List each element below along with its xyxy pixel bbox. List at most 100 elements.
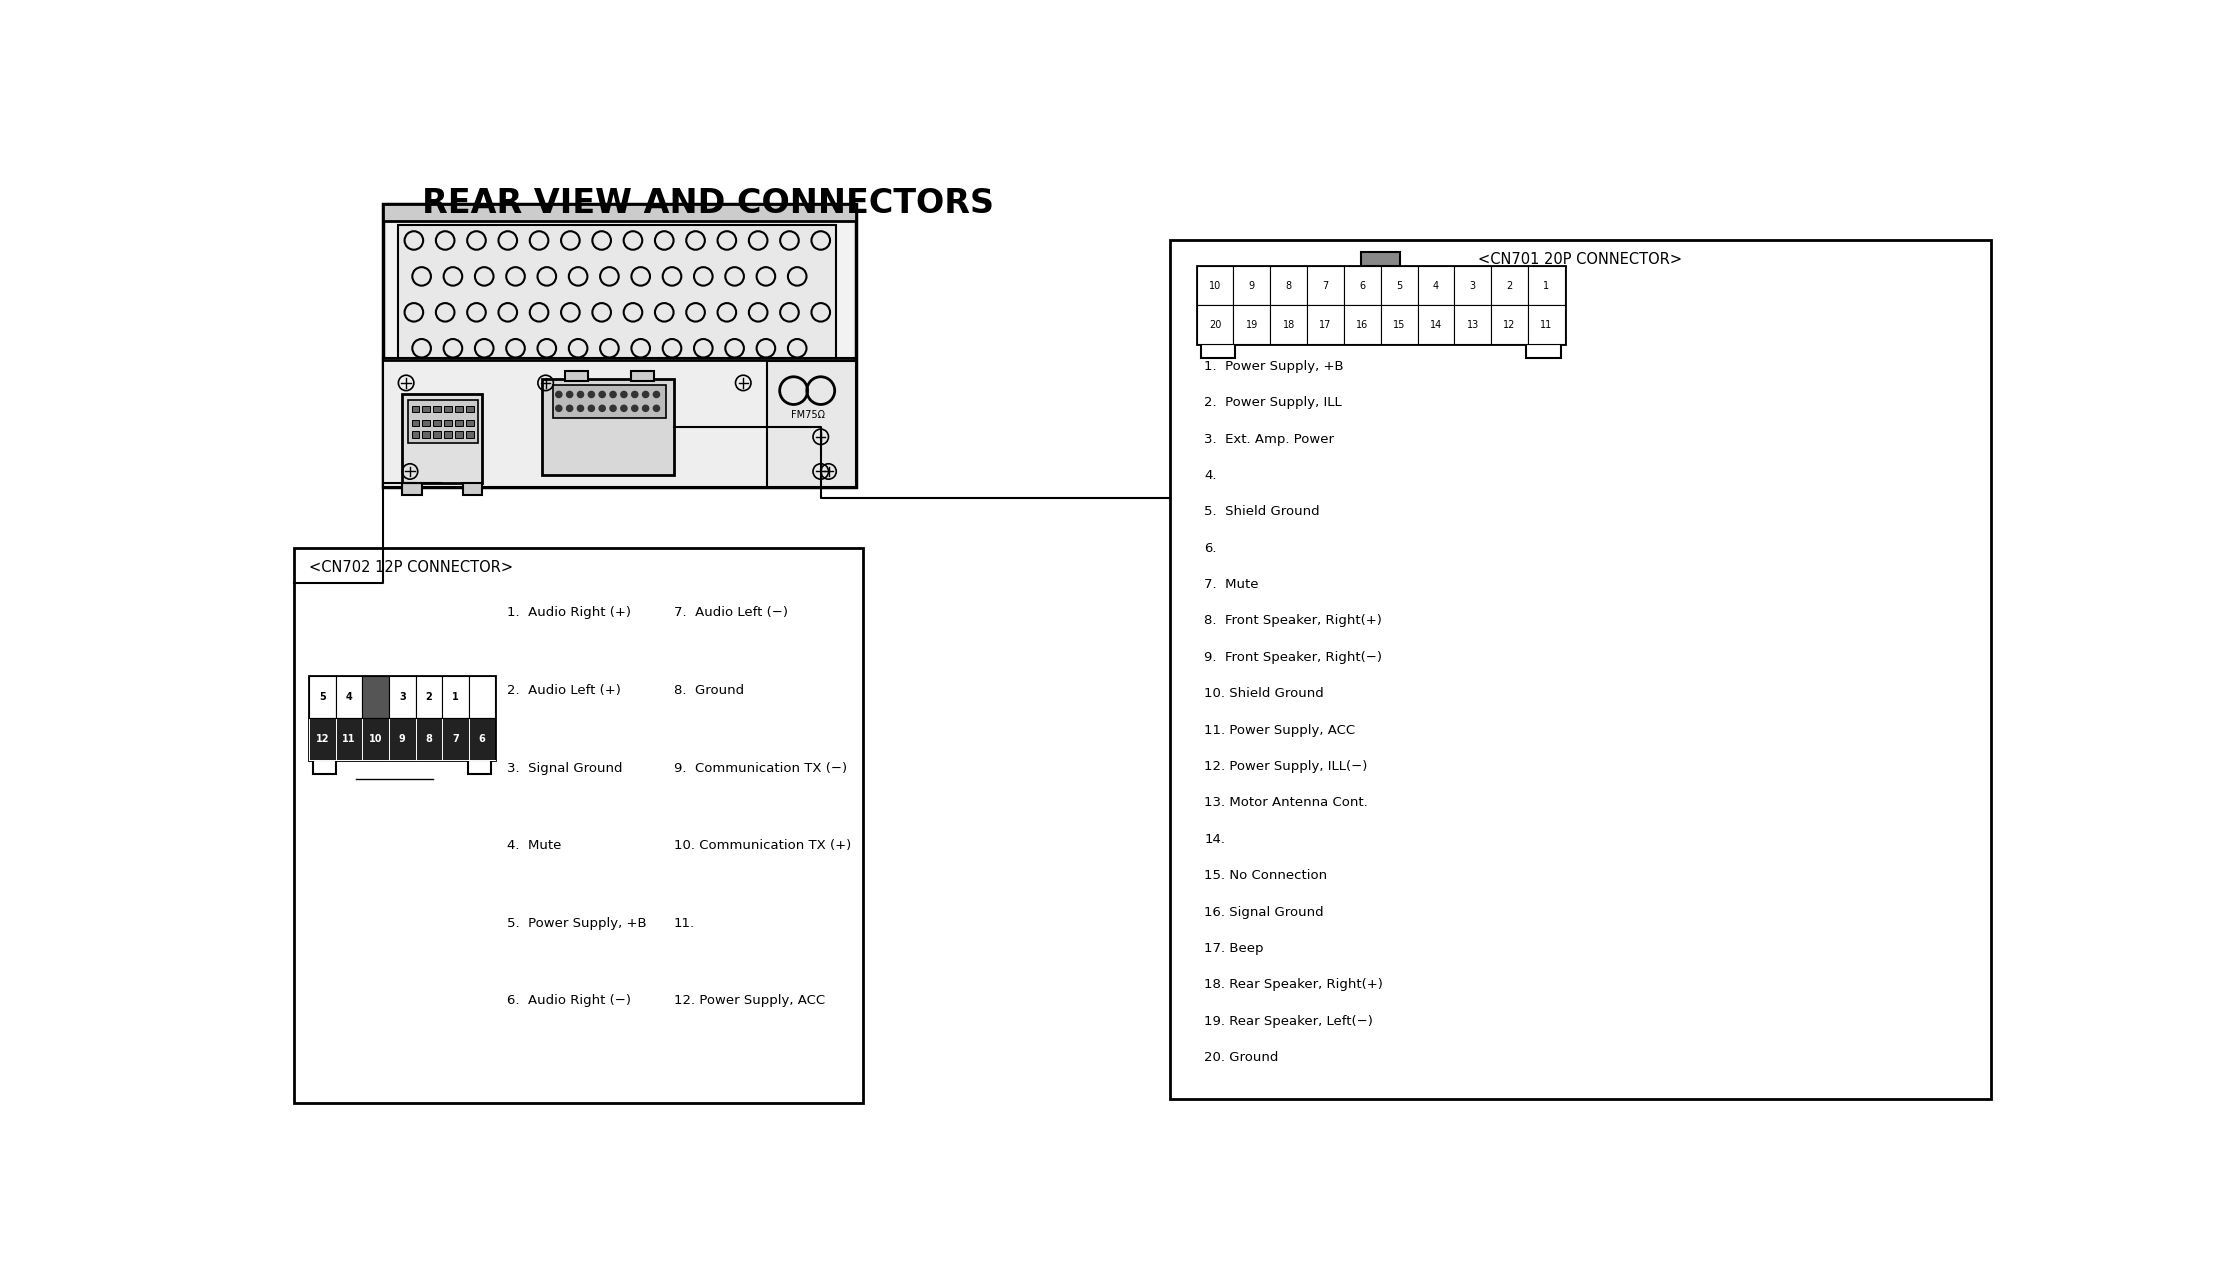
Bar xyxy=(403,484,421,495)
Text: 12. Power Supply, ACC: 12. Power Supply, ACC xyxy=(674,994,824,1008)
Circle shape xyxy=(556,405,561,411)
Text: 12: 12 xyxy=(1503,320,1516,329)
Text: 11: 11 xyxy=(1540,320,1552,329)
Text: 3: 3 xyxy=(1469,281,1476,290)
Circle shape xyxy=(588,391,594,398)
Bar xyxy=(336,676,363,718)
Bar xyxy=(470,676,494,718)
Bar xyxy=(412,406,418,413)
Circle shape xyxy=(577,391,583,398)
Circle shape xyxy=(621,405,628,411)
Text: 3: 3 xyxy=(398,691,405,701)
Text: FM75Ω: FM75Ω xyxy=(790,410,824,420)
Text: 7.  Audio Left (−): 7. Audio Left (−) xyxy=(674,606,788,619)
Text: 1: 1 xyxy=(452,691,459,701)
Bar xyxy=(407,400,479,443)
Bar xyxy=(390,676,416,718)
Text: 6: 6 xyxy=(479,734,485,744)
Bar xyxy=(565,371,588,381)
Bar xyxy=(1527,266,1565,305)
Text: 10. Communication TX (+): 10. Communication TX (+) xyxy=(674,839,850,852)
Text: 20: 20 xyxy=(1209,320,1222,329)
Circle shape xyxy=(599,391,605,398)
Circle shape xyxy=(632,391,639,398)
Bar xyxy=(1345,305,1380,344)
Bar xyxy=(1233,266,1271,305)
Bar xyxy=(363,676,390,718)
Text: 4: 4 xyxy=(345,691,352,701)
Circle shape xyxy=(568,405,572,411)
Text: 4.: 4. xyxy=(1204,468,1218,482)
Circle shape xyxy=(632,405,639,411)
Bar xyxy=(434,432,441,438)
Bar xyxy=(398,225,837,360)
Text: 12: 12 xyxy=(316,734,329,744)
Text: 15. No Connection: 15. No Connection xyxy=(1204,870,1327,882)
Circle shape xyxy=(588,405,594,411)
Text: 9.  Front Speaker, Right(−): 9. Front Speaker, Right(−) xyxy=(1204,651,1382,663)
Text: 2: 2 xyxy=(1507,281,1514,290)
Text: 5.  Power Supply, +B: 5. Power Supply, +B xyxy=(508,917,646,929)
Text: 12. Power Supply, ILL(−): 12. Power Supply, ILL(−) xyxy=(1204,760,1367,774)
Text: 1.  Audio Right (+): 1. Audio Right (+) xyxy=(508,606,630,619)
Text: 5: 5 xyxy=(1396,281,1402,290)
Circle shape xyxy=(610,391,617,398)
Bar xyxy=(467,760,492,774)
Text: 20. Ground: 20. Ground xyxy=(1204,1051,1278,1065)
Text: 11: 11 xyxy=(343,734,356,744)
Text: 5: 5 xyxy=(318,691,325,701)
Bar xyxy=(1271,266,1307,305)
Bar xyxy=(454,420,463,427)
Text: 4.  Mute: 4. Mute xyxy=(508,839,561,852)
Text: 6.  Audio Right (−): 6. Audio Right (−) xyxy=(508,994,630,1008)
Text: <CN702 12P CONNECTOR>: <CN702 12P CONNECTOR> xyxy=(309,560,514,575)
Text: 1.  Power Supply, +B: 1. Power Supply, +B xyxy=(1204,360,1345,372)
Text: 14.: 14. xyxy=(1204,833,1224,846)
Text: 6.: 6. xyxy=(1204,542,1218,555)
Text: 18: 18 xyxy=(1282,320,1296,329)
Text: 8.  Ground: 8. Ground xyxy=(674,684,743,696)
Text: 11. Power Supply, ACC: 11. Power Supply, ACC xyxy=(1204,724,1356,737)
Bar xyxy=(416,676,443,718)
Text: 10: 10 xyxy=(370,734,383,744)
Bar xyxy=(423,406,430,413)
Bar xyxy=(766,361,855,487)
Bar xyxy=(1198,266,1565,344)
Bar xyxy=(383,204,855,487)
Bar xyxy=(383,358,855,487)
Circle shape xyxy=(654,391,659,398)
Bar xyxy=(412,432,418,438)
Bar xyxy=(423,420,430,427)
Text: 16: 16 xyxy=(1356,320,1369,329)
Text: 10: 10 xyxy=(1209,281,1222,290)
Bar xyxy=(1491,305,1527,344)
Bar xyxy=(445,406,452,413)
Bar xyxy=(383,204,855,222)
Text: 8.  Front Speaker, Right(+): 8. Front Speaker, Right(+) xyxy=(1204,614,1382,628)
Bar xyxy=(434,420,441,427)
Text: 7.  Mute: 7. Mute xyxy=(1204,579,1260,591)
Text: 9: 9 xyxy=(398,734,405,744)
Text: 17: 17 xyxy=(1320,320,1331,329)
Text: 17. Beep: 17. Beep xyxy=(1204,942,1264,955)
Text: 8: 8 xyxy=(425,734,432,744)
Text: <CN701 20P CONNECTOR>: <CN701 20P CONNECTOR> xyxy=(1478,252,1683,267)
Bar xyxy=(1527,344,1560,358)
Circle shape xyxy=(643,405,648,411)
Bar xyxy=(630,371,654,381)
Bar xyxy=(465,420,474,427)
Text: 19. Rear Speaker, Left(−): 19. Rear Speaker, Left(−) xyxy=(1204,1015,1373,1028)
Text: 3.  Ext. Amp. Power: 3. Ext. Amp. Power xyxy=(1204,433,1333,446)
Bar xyxy=(1360,252,1400,266)
Bar xyxy=(314,760,336,774)
Bar xyxy=(1198,305,1233,344)
Circle shape xyxy=(568,391,572,398)
Bar xyxy=(1307,305,1345,344)
Text: 1: 1 xyxy=(1543,281,1549,290)
Text: 8: 8 xyxy=(1287,281,1291,290)
Bar xyxy=(465,406,474,413)
Bar xyxy=(1418,305,1454,344)
Text: 13: 13 xyxy=(1467,320,1478,329)
Bar xyxy=(1454,305,1491,344)
Text: 16. Signal Ground: 16. Signal Ground xyxy=(1204,905,1324,919)
